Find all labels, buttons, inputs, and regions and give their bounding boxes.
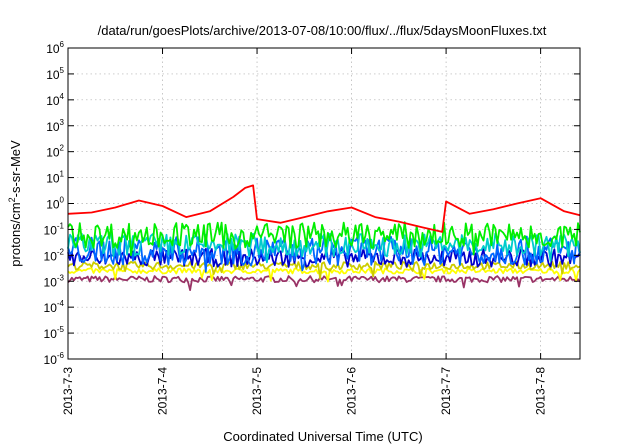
y-tick-label: 10-5 xyxy=(44,325,65,341)
grid xyxy=(68,48,580,359)
x-axis-label: Coordinated Universal Time (UTC) xyxy=(223,429,422,444)
x-tick-label: 2013-7-5 xyxy=(250,367,264,415)
x-tick-label: 2013-7-8 xyxy=(534,367,548,415)
series-line xyxy=(67,184,581,233)
y-tick-label: 101 xyxy=(46,170,64,186)
y-axis-label-rest: -s-sr-MeV xyxy=(8,140,23,197)
series-line xyxy=(67,267,581,283)
series-group xyxy=(67,184,581,292)
y-tick-label: 103 xyxy=(46,118,64,134)
y-tick-label: 102 xyxy=(46,144,64,160)
y-tick-label: 106 xyxy=(46,40,64,56)
x-tick-label: 2013-7-4 xyxy=(156,367,170,415)
ticks: 10-6 10-5 10-4 10-3 10-2 10-1 100 101 102 103 104 1… xyxy=(44,40,580,415)
y-tick-label: 10-4 xyxy=(44,299,65,315)
y-axis-label-unit: protons/cm xyxy=(8,202,23,266)
y-tick-label: 10-1 xyxy=(44,221,65,237)
x-tick-label: 2013-7-6 xyxy=(345,367,359,415)
y-axis-label: protons/cm2-s-sr-MeV xyxy=(7,140,23,267)
y-tick-label: 105 xyxy=(46,66,64,82)
y-tick-label: 104 xyxy=(46,92,64,108)
series-line xyxy=(67,275,581,292)
chart-title: /data/run/goesPlots/archive/2013-07-08/1… xyxy=(98,23,547,38)
y-tick-label: 10-2 xyxy=(44,247,65,263)
y-tick-label: 10-3 xyxy=(44,273,65,289)
series-line xyxy=(67,221,581,257)
x-tick-label: 2013-7-3 xyxy=(61,367,75,415)
y-tick-label: 10-6 xyxy=(44,351,65,367)
y-axis-label-exp: 2 xyxy=(7,197,17,202)
y-tick-label: 100 xyxy=(46,196,64,212)
series-line xyxy=(67,260,581,280)
x-tick-label: 2013-7-7 xyxy=(439,367,453,415)
